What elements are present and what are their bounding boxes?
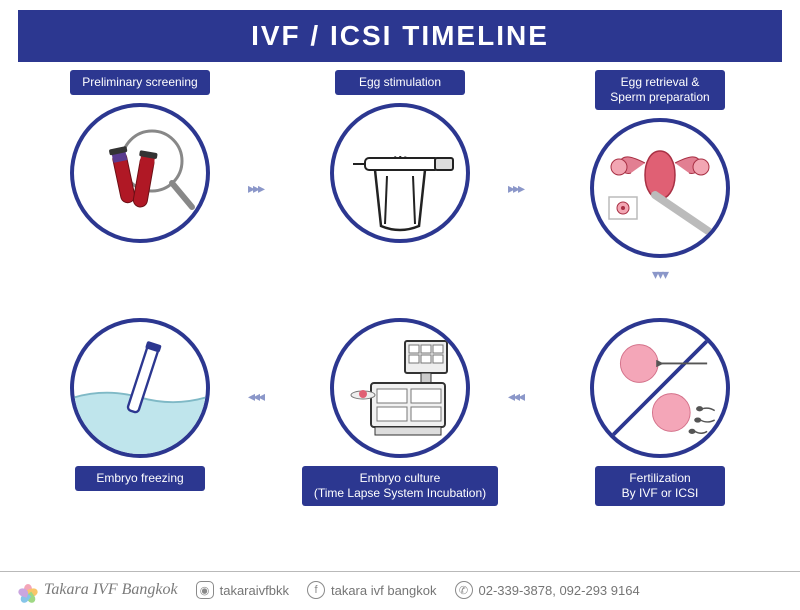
facebook-contact: f takara ivf bangkok	[307, 581, 437, 599]
blood-tubes-magnifier-icon	[80, 113, 200, 233]
step-egg-retrieval: Egg retrieval & Sperm preparation	[550, 70, 770, 266]
facebook-handle: takara ivf bangkok	[331, 583, 437, 598]
step-circle	[330, 103, 470, 243]
instagram-handle: takaraivfbkk	[220, 583, 289, 598]
step-embryo-freezing: Embryo freezing	[30, 310, 250, 491]
page-title: IVF / ICSI TIMELINE	[18, 10, 782, 62]
step-label: Preliminary screening	[70, 70, 209, 95]
injection-pen-icon	[335, 108, 465, 238]
step-label: Embryo freezing	[75, 466, 205, 491]
step-circle	[330, 318, 470, 458]
step-circle	[70, 318, 210, 458]
arrow-right-icon: ▸▸▸	[508, 180, 523, 197]
phone-number: 02-339-3878, 092-293 9164	[479, 583, 640, 598]
arrow-left-icon: ◂◂◂	[248, 388, 263, 405]
arrow-left-icon: ◂◂◂	[508, 388, 523, 405]
step-label: Fertilization By IVF or ICSI	[595, 466, 725, 506]
egg-sperm-split-icon	[594, 318, 726, 458]
arrow-right-icon: ▸▸▸	[248, 180, 263, 197]
flower-icon	[18, 580, 38, 600]
cryo-vial-icon	[74, 318, 206, 458]
step-circle	[70, 103, 210, 243]
brand-logo: Takara IVF Bangkok	[18, 580, 178, 600]
step-fertilization: Fertilization By IVF or ICSI	[550, 310, 770, 506]
timeline-grid: Preliminary screening Egg stimulation	[20, 70, 780, 530]
step-label: Embryo culture (Time Lapse System Incuba…	[302, 466, 498, 506]
arrow-down-icon: ▾▾▾	[652, 270, 667, 280]
phone-contact: ✆ 02-339-3878, 092-293 9164	[455, 581, 640, 599]
phone-icon: ✆	[455, 581, 473, 599]
brand-name: Takara IVF Bangkok	[44, 581, 178, 599]
step-embryo-culture: Embryo culture (Time Lapse System Incuba…	[290, 310, 510, 506]
step-circle	[590, 318, 730, 458]
step-preliminary-screening: Preliminary screening	[30, 70, 250, 251]
step-egg-stimulation: Egg stimulation	[290, 70, 510, 251]
footer: Takara IVF Bangkok ◉ takaraivfbkk f taka…	[0, 571, 800, 610]
instagram-icon: ◉	[196, 581, 214, 599]
facebook-icon: f	[307, 581, 325, 599]
incubator-machine-icon	[335, 323, 465, 453]
step-label: Egg stimulation	[335, 70, 465, 95]
instagram-contact: ◉ takaraivfbkk	[196, 581, 289, 599]
step-label: Egg retrieval & Sperm preparation	[595, 70, 725, 110]
step-circle	[590, 118, 730, 258]
uterus-retrieval-icon	[595, 123, 725, 253]
